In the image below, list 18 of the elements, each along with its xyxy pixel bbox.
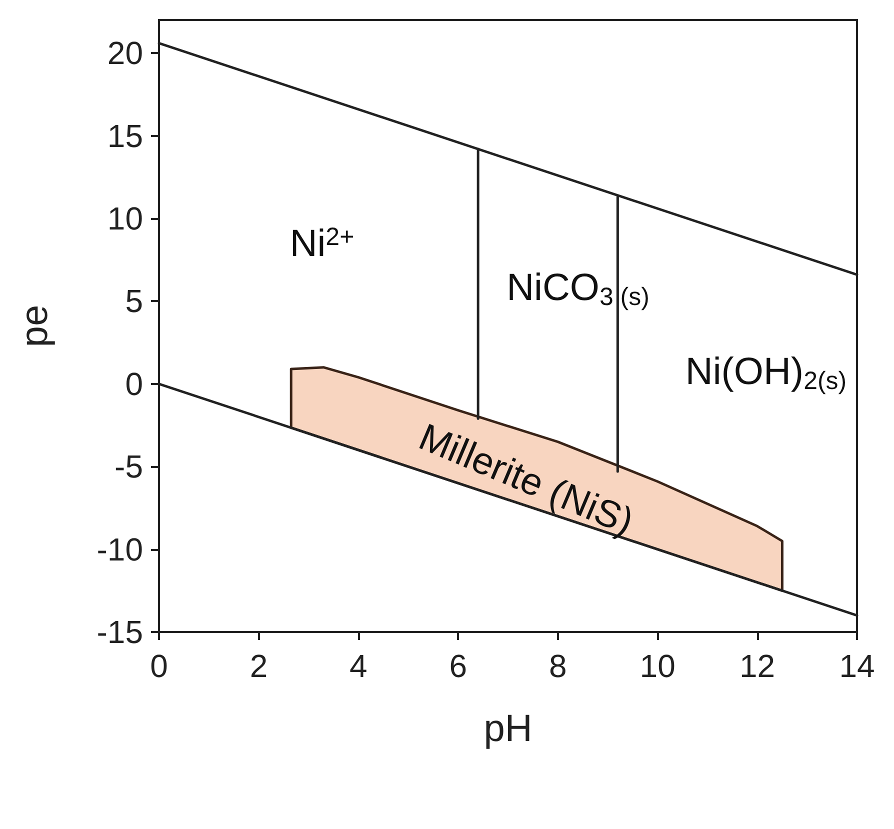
y-tick-label: -5	[114, 448, 143, 485]
x-tick-label: 4	[350, 648, 368, 684]
x-tick-label: 0	[150, 648, 168, 684]
x-tick-label: 12	[739, 648, 776, 684]
y-tick-label: -15	[96, 614, 143, 650]
y-tick-label: 0	[125, 366, 143, 402]
y-tick-label: 20	[107, 35, 143, 72]
x-tick-label: 14	[839, 648, 875, 684]
y-tick-label: 15	[107, 118, 143, 154]
y-tick-label: -10	[96, 531, 143, 568]
y-tick-label: 5	[125, 283, 143, 320]
x-tick-label: 8	[548, 648, 567, 684]
x-tick-label: 10	[640, 648, 676, 684]
y-axis-title: pe	[14, 304, 56, 348]
x-tick-label: 2	[250, 648, 268, 684]
x-axis-title: pH	[484, 708, 532, 750]
y-tick-label: 10	[107, 200, 143, 236]
x-tick-label: 6	[449, 648, 468, 684]
